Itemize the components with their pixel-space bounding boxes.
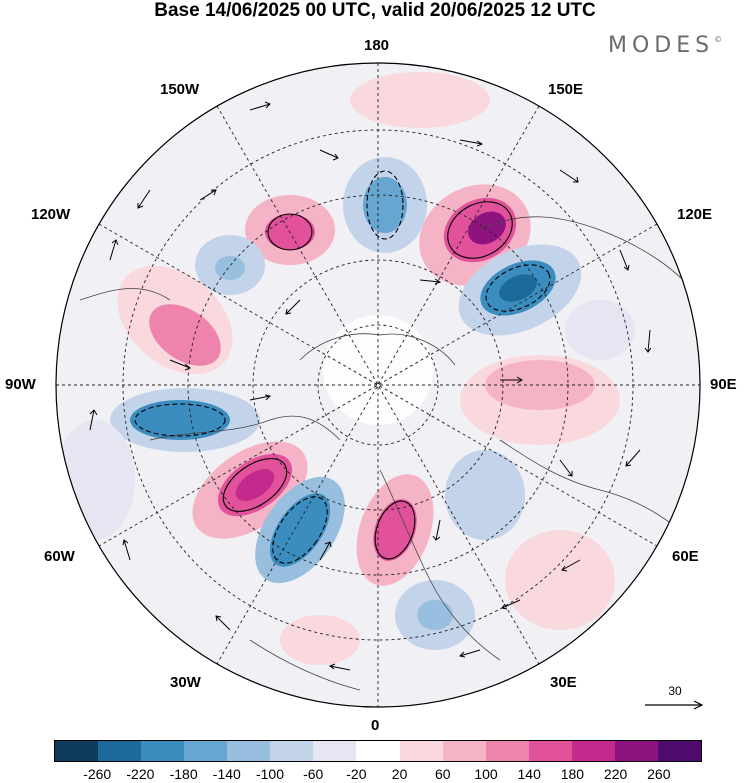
colorbar-tick-label: -60	[303, 766, 324, 782]
reference-vector-label: 30	[668, 684, 682, 698]
lon-label-120w: 120W	[31, 206, 71, 223]
colorbar-swatch	[528, 741, 572, 761]
coastlines	[79, 216, 700, 691]
colorbar-tick-label: 60	[435, 766, 451, 782]
colorbar-swatch	[55, 741, 99, 761]
lon-label-180: 180	[364, 37, 390, 54]
wind-vectors	[89, 101, 652, 671]
colorbar-swatch	[98, 741, 142, 761]
colorbar-tick-label: 260	[647, 766, 671, 782]
colorbar-ticks: -260 -220 -180 -140 -100 -60 -20 20 60 100 140 180 2…	[0, 766, 750, 783]
colorbar-swatch	[227, 741, 271, 761]
colorbar-tick-label: -220	[126, 766, 155, 782]
colorbar-swatch	[614, 741, 658, 761]
lon-label-0: 0	[371, 717, 380, 734]
graticule	[56, 63, 700, 707]
lon-label-30w: 30W	[170, 674, 201, 691]
colorbar-swatch	[485, 741, 529, 761]
lon-label-150e: 150E	[548, 81, 584, 98]
lon-label-90e: 90E	[710, 376, 737, 393]
colorbar-tick-label: -100	[255, 766, 285, 782]
map-border	[55, 62, 701, 708]
colorbar-tick-label: -140	[212, 766, 241, 782]
colorbar-tick-label: 100	[474, 766, 498, 782]
colorbar-swatch	[399, 741, 443, 761]
colorbar-swatch	[657, 741, 701, 761]
colorbar-swatch	[141, 741, 185, 761]
colorbar-tick-label: -180	[169, 766, 198, 782]
lon-label-150w: 150W	[160, 81, 200, 98]
colorbar-tick-label: 20	[391, 766, 408, 782]
colorbar-swatch	[313, 741, 357, 761]
colorbar-swatch	[184, 741, 228, 761]
anomaly-field	[56, 72, 635, 665]
lon-label-30e: 30E	[550, 674, 577, 691]
colorbar-swatch	[571, 741, 615, 761]
modes-logo: MODES©	[608, 33, 723, 58]
reference-vector-arrow	[645, 700, 704, 710]
lon-label-90w: 90W	[5, 376, 36, 393]
height-contours	[134, 170, 551, 564]
colorbar-swatch	[356, 741, 400, 761]
colorbar-swatch	[442, 741, 486, 761]
lon-label-60e: 60E	[672, 548, 699, 565]
map-title: Base 14/06/2025 00 UTC, valid 20/06/2025…	[154, 0, 596, 21]
colorbar	[54, 740, 702, 762]
lon-label-120e: 120E	[677, 206, 713, 223]
lon-label-60w: 60W	[44, 548, 75, 565]
colorbar-tick-label: 140	[517, 766, 541, 782]
colorbar-tick-label: -260	[83, 766, 112, 782]
colorbar-tick-label: 180	[560, 766, 585, 782]
colorbar-tick-label: 220	[603, 766, 628, 782]
colorbar-tick-label: -20	[346, 766, 367, 782]
colorbar-swatch	[270, 741, 314, 761]
